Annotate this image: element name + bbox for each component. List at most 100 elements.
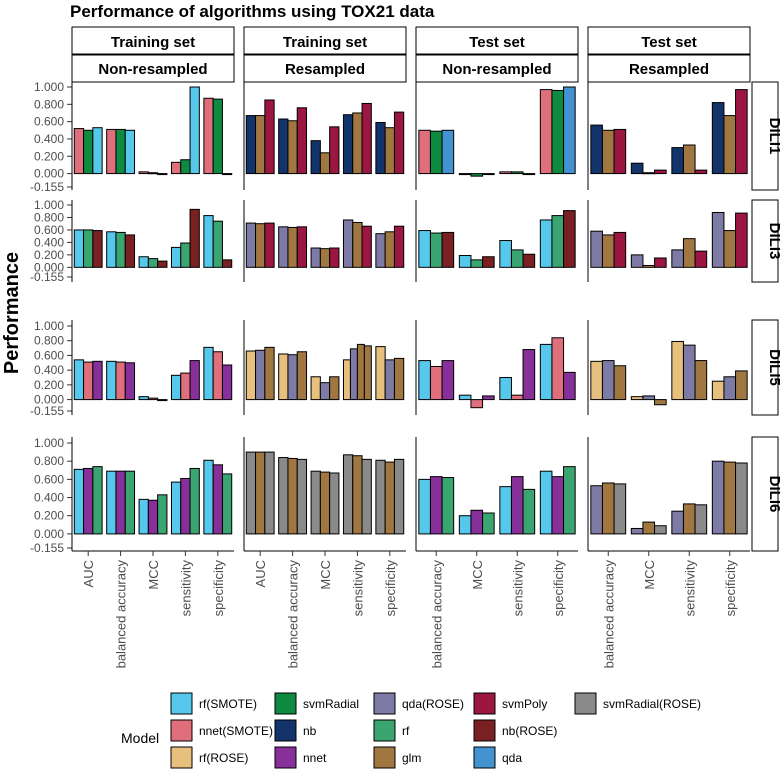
bar bbox=[429, 130, 443, 175]
bar bbox=[245, 115, 257, 175]
row-strips: DILI1 DILI3 DILI5 DILI6 bbox=[751, 81, 782, 552]
bar bbox=[671, 340, 684, 401]
bar bbox=[735, 462, 748, 535]
bar bbox=[539, 219, 553, 268]
bar bbox=[352, 112, 363, 175]
bar bbox=[499, 171, 512, 175]
y-tick-label: 0.400 bbox=[34, 491, 64, 505]
bar bbox=[441, 477, 455, 535]
bar bbox=[429, 232, 443, 268]
bar bbox=[551, 89, 565, 175]
bar bbox=[203, 97, 214, 175]
bar bbox=[418, 129, 431, 175]
bar bbox=[106, 128, 117, 175]
bar bbox=[458, 173, 472, 176]
y-tick-label: 0.600 bbox=[34, 223, 64, 237]
y-tick-label: -0.155 bbox=[30, 541, 64, 555]
bar bbox=[296, 107, 308, 175]
bar bbox=[170, 246, 182, 268]
x-tick-label: MCC bbox=[318, 560, 333, 590]
legend-swatch bbox=[373, 746, 396, 769]
column-strip-top-label: Test set bbox=[641, 34, 697, 51]
bar bbox=[203, 215, 214, 268]
bar bbox=[539, 470, 553, 535]
row-strip-label: DILI6 bbox=[766, 476, 782, 513]
legend-swatch bbox=[170, 692, 193, 715]
column-strip-bottom-box bbox=[71, 54, 235, 83]
y-tick-label: 0.200 bbox=[34, 378, 64, 392]
bar bbox=[393, 357, 405, 401]
bar bbox=[147, 499, 159, 535]
bar bbox=[590, 360, 603, 401]
bar bbox=[711, 380, 725, 401]
x-tick-label: specificity bbox=[723, 560, 738, 617]
bar bbox=[138, 498, 149, 535]
bar bbox=[551, 476, 565, 535]
bar bbox=[255, 349, 266, 401]
bar bbox=[694, 360, 708, 401]
bar bbox=[170, 481, 182, 535]
row-strip-label: DILI3 bbox=[766, 223, 782, 260]
bar bbox=[296, 226, 308, 268]
panel bbox=[243, 320, 405, 415]
bar bbox=[287, 457, 298, 535]
column-strip-bottom-box bbox=[243, 54, 407, 83]
legend-item: svmRadial(ROSE) bbox=[574, 692, 701, 715]
y-tick-label: 0.600 bbox=[34, 115, 64, 129]
panel bbox=[71, 320, 233, 415]
bar bbox=[694, 250, 708, 268]
bar bbox=[212, 464, 223, 535]
bar bbox=[682, 344, 696, 401]
bar bbox=[221, 173, 233, 176]
bar bbox=[115, 361, 126, 401]
legend-item: nnet bbox=[274, 746, 327, 769]
row-strip-label: DILI5 bbox=[766, 349, 782, 386]
bar bbox=[287, 226, 298, 268]
y-tick-label: 0.600 bbox=[34, 348, 64, 362]
legend-label: nb bbox=[303, 724, 317, 738]
bar bbox=[723, 230, 737, 268]
bar bbox=[255, 115, 266, 175]
bar bbox=[212, 98, 223, 175]
bar bbox=[375, 121, 386, 175]
bar bbox=[356, 343, 365, 401]
bar bbox=[170, 374, 182, 401]
bar bbox=[106, 470, 117, 535]
legend-swatch bbox=[473, 692, 496, 715]
bar bbox=[147, 397, 159, 401]
bar bbox=[92, 230, 103, 268]
y-tick-label: 0.800 bbox=[34, 454, 64, 468]
y-axis-label: Performance bbox=[1, 252, 23, 374]
legend: Model rf(SMOTE) nnet(SMOTE) rf(ROSE) svmRad… bbox=[121, 692, 701, 769]
column-strip-top-box bbox=[415, 26, 579, 55]
bar bbox=[654, 169, 667, 175]
bar bbox=[563, 371, 576, 401]
column-strip-top-label: Training set bbox=[283, 34, 367, 51]
x-tick-label: balanced accuracy bbox=[286, 560, 301, 669]
x-tick-label: AUC bbox=[253, 560, 268, 587]
legend-swatch bbox=[170, 746, 193, 769]
bar bbox=[630, 162, 644, 175]
x-tick-label: specificity bbox=[551, 560, 566, 617]
bar bbox=[384, 359, 395, 401]
bar bbox=[470, 259, 484, 268]
bar bbox=[212, 220, 223, 268]
y-tick-label: -0.155 bbox=[30, 180, 64, 194]
y-tick-label: 0.200 bbox=[34, 248, 64, 262]
bar bbox=[115, 470, 126, 535]
x-tick-label: specificity bbox=[383, 560, 398, 617]
bar bbox=[522, 173, 536, 176]
column-strip-bottom-label: Non-resampled bbox=[98, 61, 207, 78]
bar bbox=[124, 234, 136, 268]
bar bbox=[106, 231, 117, 268]
y-axes: 1.0000.8000.6000.4000.2000.000-0.1551.00… bbox=[30, 80, 72, 555]
bar bbox=[682, 238, 696, 268]
legend-label: qda bbox=[502, 751, 522, 765]
column-strip-top-label: Test set bbox=[469, 34, 525, 51]
y-tick-label: 0.000 bbox=[34, 260, 64, 274]
column-strips: Training set Non-resampled Training set Res… bbox=[71, 26, 751, 83]
legend-label: glm bbox=[402, 751, 421, 765]
bar bbox=[296, 458, 308, 535]
bar bbox=[654, 525, 667, 535]
bar bbox=[694, 504, 708, 535]
